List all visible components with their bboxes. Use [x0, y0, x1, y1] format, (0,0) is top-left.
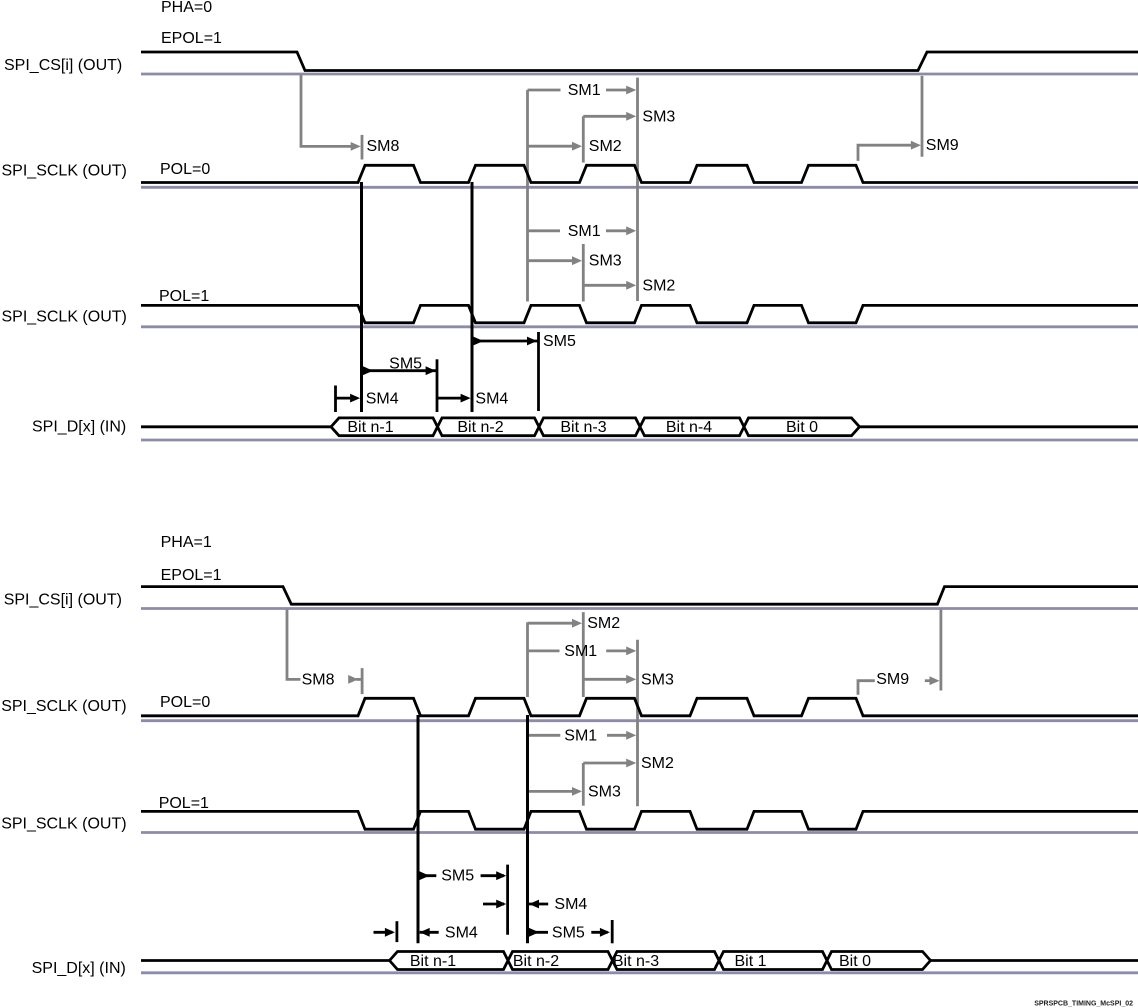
svg-text:SM5: SM5 — [441, 868, 474, 885]
svg-text:SPI_SCLK (OUT): SPI_SCLK (OUT) — [2, 309, 127, 326]
svg-text:Bit n-2: Bit n-2 — [513, 953, 559, 970]
svg-text:PHA=0: PHA=0 — [161, 0, 212, 16]
svg-text:SM1: SM1 — [564, 727, 597, 744]
svg-text:Bit n-4: Bit n-4 — [666, 419, 712, 436]
svg-text:SM3: SM3 — [589, 253, 622, 270]
svg-text:SM4: SM4 — [554, 896, 587, 913]
svg-text:Bit n-3: Bit n-3 — [560, 419, 606, 436]
svg-text:SM3: SM3 — [588, 783, 621, 800]
svg-text:SM3: SM3 — [641, 671, 674, 688]
svg-text:SPI_SCLK (OUT): SPI_SCLK (OUT) — [1, 815, 126, 832]
svg-text:POL=0: POL=0 — [160, 694, 210, 711]
svg-text:EPOL=1: EPOL=1 — [161, 30, 222, 47]
svg-text:PHA=1: PHA=1 — [161, 534, 212, 551]
svg-text:SM1: SM1 — [568, 223, 601, 240]
svg-text:SM8: SM8 — [367, 138, 400, 155]
svg-text:SM8: SM8 — [302, 671, 335, 688]
svg-text:SM5: SM5 — [389, 355, 422, 372]
svg-text:SM2: SM2 — [642, 277, 675, 294]
svg-text:SM5: SM5 — [543, 333, 576, 350]
svg-text:Bit 0: Bit 0 — [839, 953, 871, 970]
svg-text:Bit n-3: Bit n-3 — [613, 953, 659, 970]
svg-text:Bit 1: Bit 1 — [734, 953, 766, 970]
svg-text:SM9: SM9 — [926, 137, 959, 154]
svg-text:Bit 0: Bit 0 — [786, 419, 818, 436]
svg-text:SM2: SM2 — [641, 755, 674, 772]
svg-text:SPI_D[x] (IN): SPI_D[x] (IN) — [32, 419, 126, 436]
svg-text:POL=0: POL=0 — [160, 161, 210, 178]
svg-text:Bit n-1: Bit n-1 — [410, 953, 456, 970]
svg-text:SM4: SM4 — [475, 390, 508, 407]
svg-text:EPOL=1: EPOL=1 — [161, 567, 222, 584]
svg-text:Bit n-2: Bit n-2 — [457, 419, 503, 436]
svg-text:POL=1: POL=1 — [159, 288, 209, 305]
svg-text:SM1: SM1 — [568, 82, 601, 99]
svg-text:POL=1: POL=1 — [159, 795, 209, 812]
svg-text:SPI_SCLK (OUT): SPI_SCLK (OUT) — [2, 163, 127, 180]
svg-text:SM5: SM5 — [552, 924, 585, 941]
svg-text:SPI_SCLK (OUT): SPI_SCLK (OUT) — [1, 698, 126, 715]
svg-text:SPI_D[x] (IN): SPI_D[x] (IN) — [32, 960, 126, 977]
svg-text:SPRSPCB_TIMING_McSPI_02: SPRSPCB_TIMING_McSPI_02 — [1034, 1001, 1133, 1008]
svg-text:SM4: SM4 — [366, 390, 399, 407]
svg-text:SPI_CS[i] (OUT): SPI_CS[i] (OUT) — [4, 592, 122, 609]
svg-text:Bit n-1: Bit n-1 — [347, 419, 393, 436]
svg-text:SM9: SM9 — [876, 671, 909, 688]
svg-text:SM4: SM4 — [445, 924, 478, 941]
svg-text:SM2: SM2 — [589, 138, 622, 155]
svg-text:SM2: SM2 — [587, 615, 620, 632]
svg-text:SPI_CS[i] (OUT): SPI_CS[i] (OUT) — [4, 57, 122, 74]
svg-text:SM3: SM3 — [642, 108, 675, 125]
svg-text:SM1: SM1 — [564, 643, 597, 660]
